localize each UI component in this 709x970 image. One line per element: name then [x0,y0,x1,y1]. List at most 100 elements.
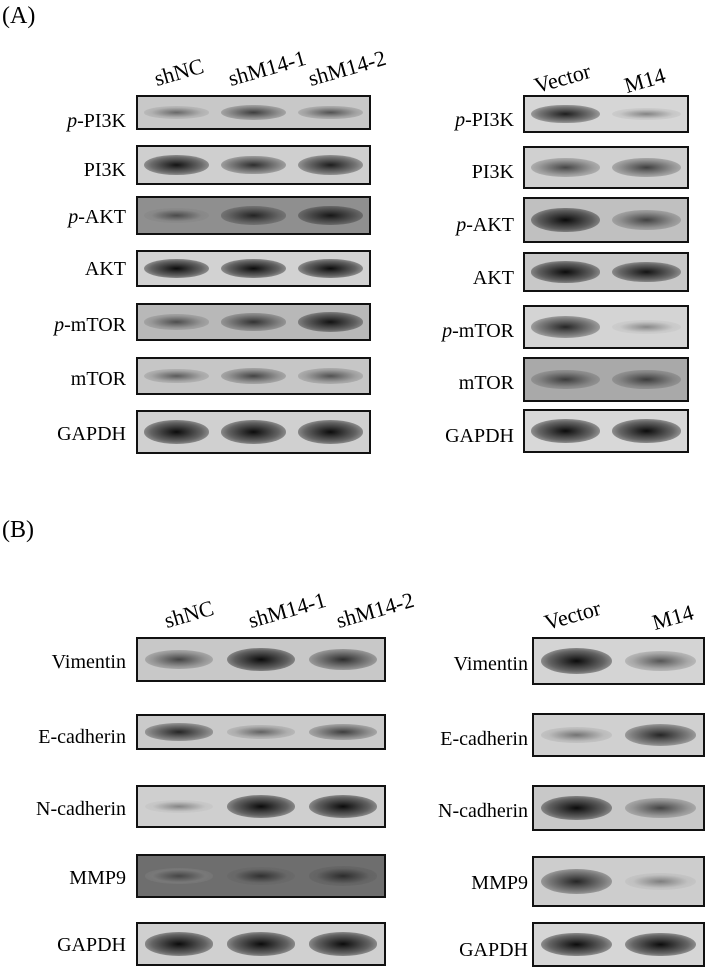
lane-header: shNC [161,595,217,633]
blot-lane [606,359,687,400]
blot-lane [534,924,619,965]
blot-strip [136,785,386,828]
row-label: Vimentin [453,653,528,675]
blot-lane [138,305,215,339]
blot-lane [138,97,215,128]
blot-strip [523,146,689,189]
protein-band [221,420,286,444]
blot-lane [220,924,302,964]
lane-header: shM14-1 [225,45,309,91]
blot-lane [525,411,606,451]
blot-lane [619,924,704,965]
protein-band [144,799,214,814]
protein-band [308,932,378,956]
row-label: Vimentin [51,651,126,673]
blot-lane [606,307,687,347]
blot-lane [302,716,384,748]
protein-band [144,420,209,444]
protein-band [540,648,612,674]
protein-band [144,154,209,176]
protein-band [144,314,209,330]
blot-lane [138,198,215,233]
protein-band [625,651,697,671]
protein-band [144,932,214,956]
row-label: GAPDH [445,425,514,447]
blot-strip [136,196,371,235]
blot-strip [136,410,371,454]
blot-lane [215,252,292,285]
protein-band [531,104,600,124]
protein-band [226,866,296,886]
blot-lane [138,359,215,393]
protein-band [531,369,600,390]
lane-header: M14 [649,599,697,635]
row-label: E-cadherin [440,728,528,750]
row-label: PI3K [471,161,514,183]
row-label: p-AKT [68,206,126,228]
blot-lane [606,254,687,290]
protein-band [226,725,296,739]
row-label: GAPDH [57,934,126,956]
blot-lane [302,856,384,896]
blot-lane [292,412,369,452]
row-label: E-cadherin [38,726,126,748]
protein-band [144,106,209,119]
blot-strip [136,357,371,395]
blot-strip [523,252,689,292]
row-label: p-AKT [456,214,514,236]
blot-strip [532,637,705,685]
blot-strip [136,714,386,750]
protein-band [298,312,363,332]
blot-strip [136,303,371,341]
blot-lane [534,639,619,683]
blot-lane [619,715,704,755]
protein-band [625,932,697,957]
blot-lane [138,252,215,285]
protein-band [612,107,681,121]
row-label: PI3K [83,159,126,181]
blot-lane [292,97,369,128]
row-label: p-mTOR [442,320,514,342]
protein-band [308,724,378,740]
blot-lane [138,147,215,183]
blot-strip [523,409,689,453]
protein-band [531,158,600,177]
blot-lane [302,787,384,826]
blot-lane [302,924,384,964]
lane-header: shNC [151,53,207,91]
protein-band [298,258,363,279]
protein-band [298,205,363,226]
row-label: mTOR [458,372,514,394]
blot-lane [292,305,369,339]
row-label: MMP9 [69,867,126,889]
blot-lane [215,412,292,452]
blot-lane [138,639,220,680]
blot-strip [523,197,689,243]
protein-band [625,724,697,746]
blot-lane [138,412,215,452]
row-label: AKT [84,258,126,280]
blot-strip [532,713,705,757]
protein-band [625,873,697,890]
blot-lane [534,715,619,755]
blot-lane [292,252,369,285]
blot-lane [525,254,606,290]
blot-strip [136,250,371,287]
protein-band [226,647,296,672]
protein-band [308,648,378,671]
row-label: p-PI3K [67,110,126,132]
protein-band [612,419,681,443]
protein-band [298,155,363,175]
row-label: mTOR [70,368,126,390]
protein-band [308,866,378,886]
protein-band [612,157,681,178]
blot-lane [302,639,384,680]
blot-lane [292,198,369,233]
protein-band [625,797,697,819]
blot-strip [136,95,371,130]
row-label: N-cadherin [438,800,528,822]
blot-lane [215,198,292,233]
protein-band [308,795,378,818]
protein-band [531,207,600,233]
protein-band [540,932,612,957]
